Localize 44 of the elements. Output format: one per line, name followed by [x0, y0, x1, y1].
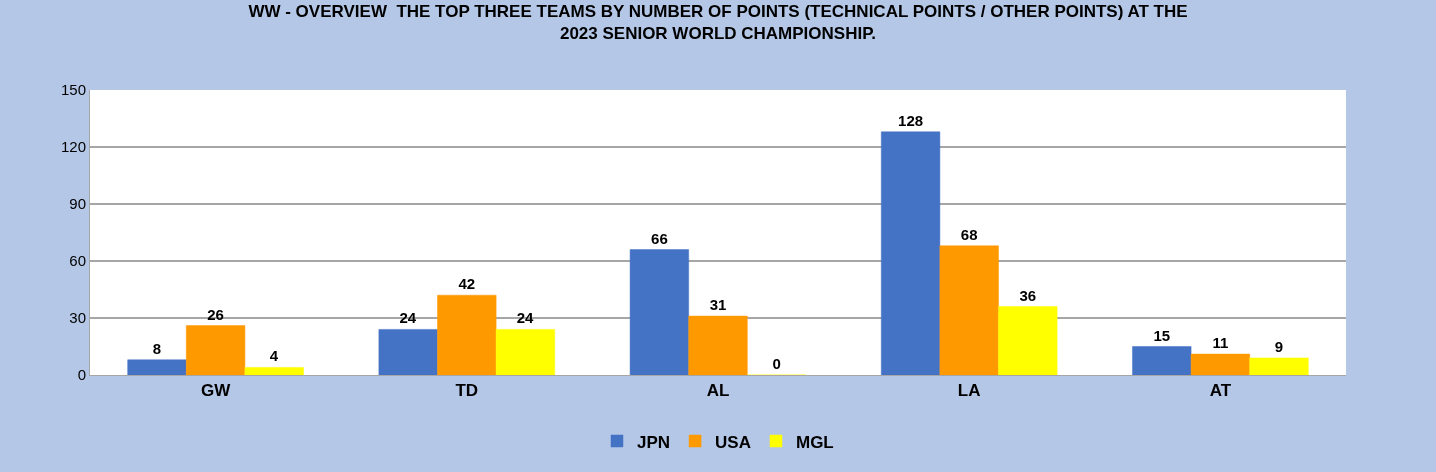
y-tick-label: 150: [60, 81, 86, 99]
bar: [998, 306, 1058, 375]
legend-label: MGL: [795, 432, 834, 452]
chart-title: WW - OVERVIEW THE TOP THREE TEAMS BY NUMBER OF POINTS (TECHNICAL POINTS / OTHER POINTS) AT THE 2023 SENIOR WORLD CHAMPIONSHIP.: [248, 1, 1188, 43]
bar: [1132, 346, 1192, 375]
bar: [437, 294, 497, 375]
data-label: 36: [1019, 286, 1037, 304]
y-tick-label: 30: [69, 309, 86, 327]
x-tick-label: AL: [706, 381, 730, 401]
bar: [186, 325, 246, 375]
x-tick-label: LA: [957, 381, 981, 401]
bar: [688, 315, 748, 375]
legend-label: USA: [715, 432, 751, 452]
data-label: 24: [516, 309, 535, 327]
bar: [881, 131, 941, 375]
data-label: 4: [269, 347, 279, 365]
data-label: 26: [207, 305, 224, 323]
x-tick-label: GW: [200, 381, 232, 401]
data-label: 15: [1153, 326, 1171, 344]
data-label: 9: [1274, 337, 1284, 355]
bar: [939, 245, 999, 375]
bar: [1190, 353, 1250, 375]
data-label: 0: [772, 355, 781, 372]
data-label: 8: [152, 339, 162, 357]
data-label: 128: [898, 111, 924, 129]
y-tick-label: 60: [69, 252, 86, 270]
y-tick-label: 0: [77, 366, 86, 384]
x-tick-label: AT: [1209, 381, 1232, 401]
y-tick-label: 90: [69, 195, 86, 213]
bar: [244, 367, 304, 375]
data-label: 11: [1212, 334, 1229, 352]
data-label: 68: [960, 225, 978, 243]
data-label: 42: [458, 275, 476, 293]
bar: [127, 359, 187, 375]
data-label: 66: [651, 229, 668, 247]
bar: [1249, 357, 1309, 375]
bar: [629, 249, 689, 375]
data-label: 31: [709, 296, 727, 314]
x-tick-label: TD: [455, 381, 479, 401]
bar: [495, 329, 555, 375]
data-label: 24: [399, 309, 417, 327]
bar: [378, 329, 438, 375]
y-tick-label: 120: [60, 138, 86, 156]
legend-label: JPN: [637, 432, 671, 452]
